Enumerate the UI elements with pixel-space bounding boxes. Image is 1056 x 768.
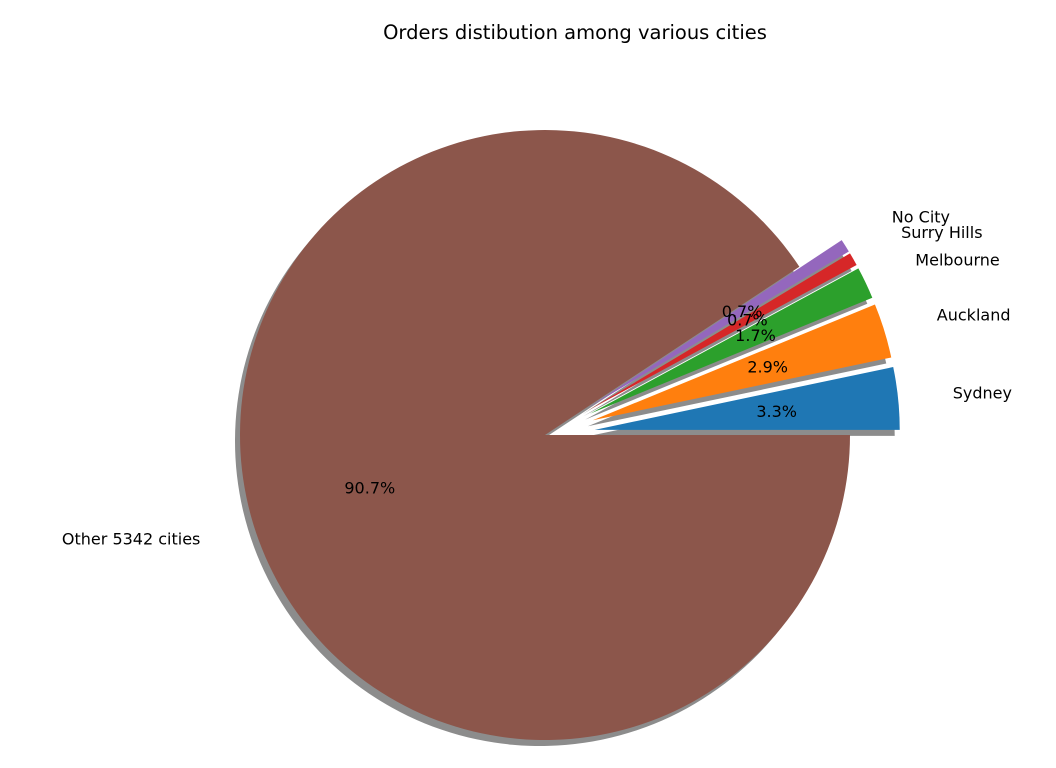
slice-label-melbourne: Melbourne: [915, 250, 999, 269]
percent-labels: 3.3%2.9%1.7%0.7%0.7%90.7%: [344, 302, 797, 498]
percent-label-no-city: 0.7%: [722, 302, 763, 321]
slice-label-surry-hills: Surry Hills: [901, 223, 982, 242]
percent-label-auckland: 2.9%: [747, 358, 788, 377]
pie-slice-surry-hills: [588, 253, 857, 411]
percent-label-sydney: 3.3%: [756, 402, 797, 421]
slice-label-no-city: No City: [892, 208, 950, 227]
pie-slice-no-city: [587, 240, 849, 409]
pie-slice-other-5342-cities: [239, 130, 850, 741]
slice-label-other-5342-cities: Other 5342 cities: [62, 530, 200, 549]
pie-slices: [239, 130, 900, 741]
percent-label-melbourne: 1.7%: [735, 326, 776, 345]
percent-label-surry-hills: 0.7%: [727, 311, 768, 330]
pie-slice-auckland: [592, 304, 892, 421]
slice-label-sydney: Sydney: [953, 384, 1012, 403]
slice-label-auckland: Auckland: [937, 306, 1011, 325]
percent-label-other-5342-cities: 90.7%: [344, 479, 395, 498]
pie-slice-melbourne: [590, 268, 873, 414]
chart-title: Orders distibution among various cities: [383, 21, 767, 44]
pie-slice-sydney: [594, 367, 900, 430]
